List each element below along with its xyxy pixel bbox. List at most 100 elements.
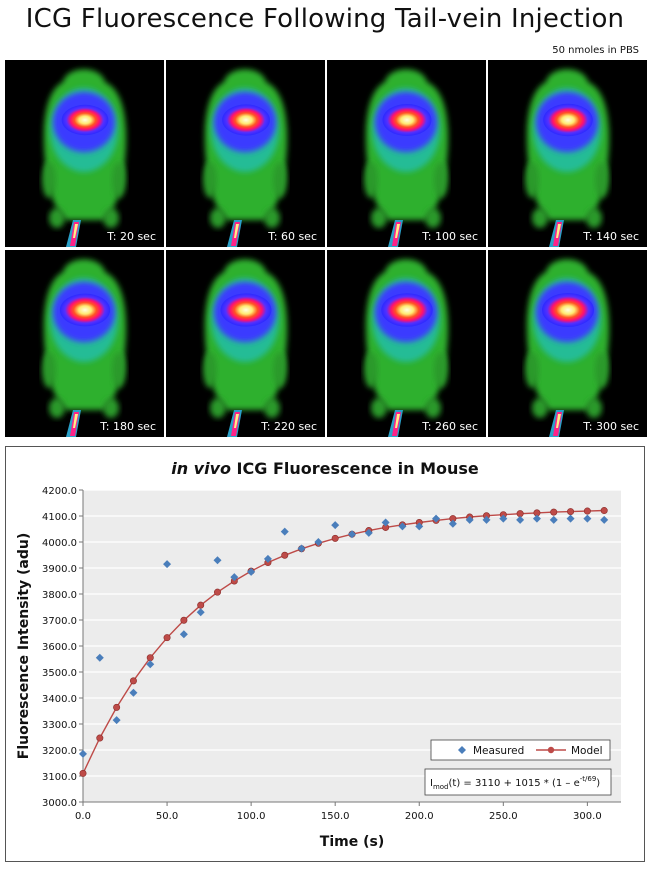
frame-time-label: T: 20 sec [107, 230, 156, 243]
legend: Measured Model [430, 739, 611, 761]
measured-point [163, 560, 172, 569]
chart: in vivo ICG Fluorescence in Mouse 3000.0 3… [16, 459, 621, 850]
frame-time-label: T: 140 sec [583, 230, 639, 243]
measured-point [499, 514, 508, 523]
page-title: ICG Fluorescence Following Tail-vein Inj… [25, 4, 625, 34]
x-tick-label: 200.0 [405, 811, 434, 822]
mouse-fluorescence-image [364, 259, 449, 437]
y-tick-label: 3400.0 [42, 694, 77, 705]
measured-point [381, 518, 390, 527]
measured-point [566, 514, 575, 523]
y-axis-label: Fluorescence Intensity (adu) [16, 533, 32, 760]
mouse-fluorescence-image [525, 259, 610, 437]
x-tick-label: 250.0 [489, 811, 518, 822]
measured-point [532, 514, 541, 523]
chart-title-italic: in vivo [171, 459, 231, 478]
measured-point [213, 556, 222, 565]
measured-point [297, 544, 306, 553]
y-tick-label: 4200.0 [42, 486, 77, 497]
measured-point [230, 573, 239, 582]
chart-title: in vivo ICG Fluorescence in Mouse [171, 459, 479, 478]
fluorescence-frame: T: 20 sec [5, 60, 164, 247]
model-point [180, 616, 188, 624]
frame-time-label: T: 100 sec [422, 230, 478, 243]
model-point [331, 534, 339, 542]
measured-point [263, 554, 272, 563]
measured-point [465, 515, 474, 524]
measured-point [112, 716, 121, 725]
y-tick-label: 3600.0 [42, 642, 77, 653]
x-tick-label: 100.0 [237, 811, 266, 822]
measured-point [129, 688, 138, 697]
measured-point [600, 515, 609, 524]
frame-time-label: T: 300 sec [583, 420, 639, 433]
measured-point [146, 660, 155, 669]
x-tick-label: 0.0 [75, 811, 91, 822]
model-point [550, 508, 558, 516]
fluorescence-frame: T: 60 sec [166, 60, 325, 247]
chart-panel: in vivo ICG Fluorescence in Mouse 3000.0 3… [5, 446, 645, 862]
x-axis-label: Time (s) [320, 834, 384, 850]
y-tick-label: 3200.0 [42, 746, 77, 757]
x-tick-label: 150.0 [321, 811, 350, 822]
model-point [79, 769, 87, 777]
legend-model-marker [547, 746, 555, 754]
mouse-fluorescence-image [364, 69, 449, 247]
measured-point [314, 538, 323, 546]
model-point [96, 734, 104, 742]
measured-point [448, 519, 457, 528]
mouse-fluorescence-image [42, 69, 127, 247]
y-tick-label: 4000.0 [42, 538, 77, 549]
legend-measured-marker [458, 746, 466, 754]
model-point [214, 588, 222, 596]
y-tick-label: 3000.0 [42, 798, 77, 809]
measured-point [516, 515, 525, 524]
measured-point [364, 528, 373, 537]
y-tick-label: 3800.0 [42, 590, 77, 601]
measured-point [348, 530, 356, 539]
frame-time-label: T: 60 sec [268, 230, 317, 243]
measured-point [247, 567, 256, 576]
legend-box [430, 739, 611, 761]
measured-point [432, 514, 441, 523]
model-point [129, 677, 137, 685]
mouse-fluorescence-image [203, 259, 288, 437]
y-tick-label: 3700.0 [42, 616, 77, 627]
mouse-fluorescence-image [42, 259, 127, 437]
dose-note: 50 nmoles in PBS [552, 45, 639, 56]
measured-point [280, 527, 289, 536]
x-tick-label: 50.0 [156, 811, 178, 822]
model-point [113, 703, 121, 711]
measured-point [583, 514, 592, 523]
fluorescence-frame: T: 260 sec [327, 250, 486, 437]
image-grid: T: 20 sec T: 60 sec T: 100 sec T: 140 sec T:… [5, 60, 647, 438]
fluorescence-frame: T: 180 sec [5, 250, 164, 437]
measured-point [415, 522, 424, 531]
measured-point [482, 515, 491, 524]
model-point [516, 510, 524, 518]
y-tick-label: 3100.0 [42, 772, 77, 783]
fluorescence-frame: T: 220 sec [166, 250, 325, 437]
measured-point [196, 608, 205, 617]
measured-point [179, 630, 188, 639]
model-point [281, 551, 289, 559]
measured-point [549, 515, 558, 524]
y-tick-label: 3900.0 [42, 564, 77, 575]
measured-point [95, 653, 104, 662]
legend-model-label: Model [571, 745, 603, 757]
y-tick-label: 3500.0 [42, 668, 77, 679]
model-point [197, 601, 205, 609]
measured-point [79, 749, 87, 758]
x-tick-label: 300.0 [573, 811, 602, 822]
frame-time-label: T: 180 sec [100, 420, 156, 433]
model-point [146, 654, 154, 662]
frame-time-label: T: 220 sec [261, 420, 317, 433]
y-tick-label: 3300.0 [42, 720, 77, 731]
mouse-fluorescence-image [203, 69, 288, 247]
model-equation: Imod(t) = 3110 + 1015 * (1 – e-t/69) [430, 775, 600, 791]
model-point [600, 507, 608, 515]
equation-box [424, 768, 612, 796]
measured-point [398, 522, 407, 531]
legend-measured-label: Measured [473, 745, 524, 757]
model-point [163, 634, 171, 642]
